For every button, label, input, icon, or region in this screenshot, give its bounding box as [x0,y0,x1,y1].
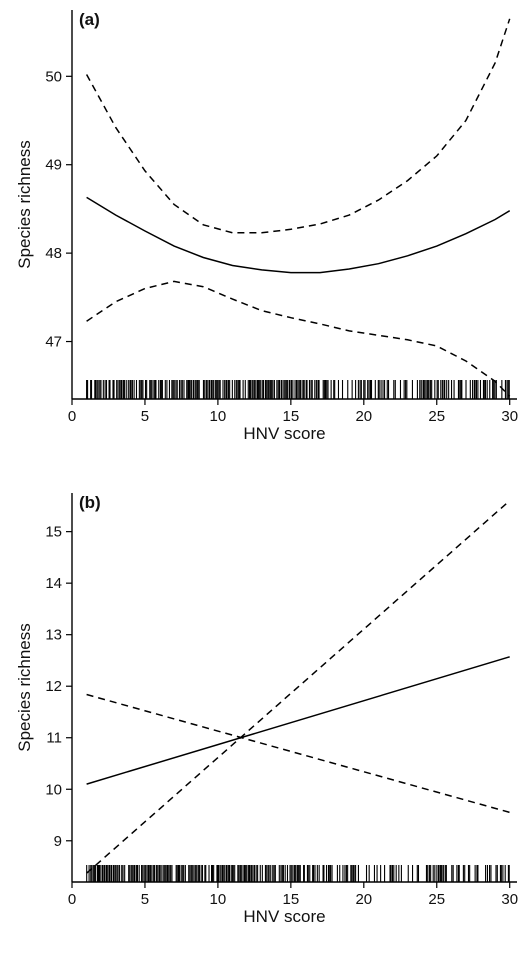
x-tick-label: 0 [68,891,76,908]
fitted-line [86,196,511,274]
y-tick-label: 13 [45,627,62,644]
confidence-band-line-2 [86,280,511,397]
y-tick-label: 49 [45,157,62,174]
confidence-band-line-1 [86,500,511,874]
panel-label: (b) [79,493,101,512]
y-axis-label: Species richness [15,623,34,752]
y-tick-label: 14 [45,575,62,592]
y-tick-label: 15 [45,524,62,541]
x-tick-label: 20 [355,408,372,425]
rug-plot [86,865,510,882]
y-tick-label: 48 [45,245,62,262]
x-axis-label: HNV score [243,424,325,443]
chart-panel-a: 0 5 10 15 20 25 30 47 48 49 50 HNV score Species ric… [15,10,518,443]
confidence-band-line-1 [85,18,511,234]
x-tick-label: 5 [141,891,149,908]
x-axis-label: HNV score [243,907,325,926]
y-tick-label: 47 [45,334,62,351]
x-tick-label: 20 [355,891,372,908]
panel-label: (a) [79,10,100,29]
y-tick-label: 10 [45,781,62,798]
x-tick-label: 30 [501,408,518,425]
y-axis-label: Species richness [15,140,34,269]
y-tick-label: 11 [46,730,62,747]
y-tick-label: 9 [54,833,62,850]
y-tick-label: 50 [45,68,62,85]
x-tick-label: 25 [428,408,445,425]
x-tick-label: 15 [283,891,300,908]
x-tick-label: 10 [210,408,227,425]
x-tick-label: 10 [210,891,227,908]
fitted-line [86,656,510,785]
y-tick-label: 12 [45,678,62,695]
x-tick-label: 25 [428,891,445,908]
x-tick-label: 30 [501,891,518,908]
x-tick-label: 15 [283,408,300,425]
x-tick-label: 5 [141,408,149,425]
x-tick-label: 0 [68,408,76,425]
rug-plot [86,380,510,399]
confidence-band-line-2 [86,693,510,814]
